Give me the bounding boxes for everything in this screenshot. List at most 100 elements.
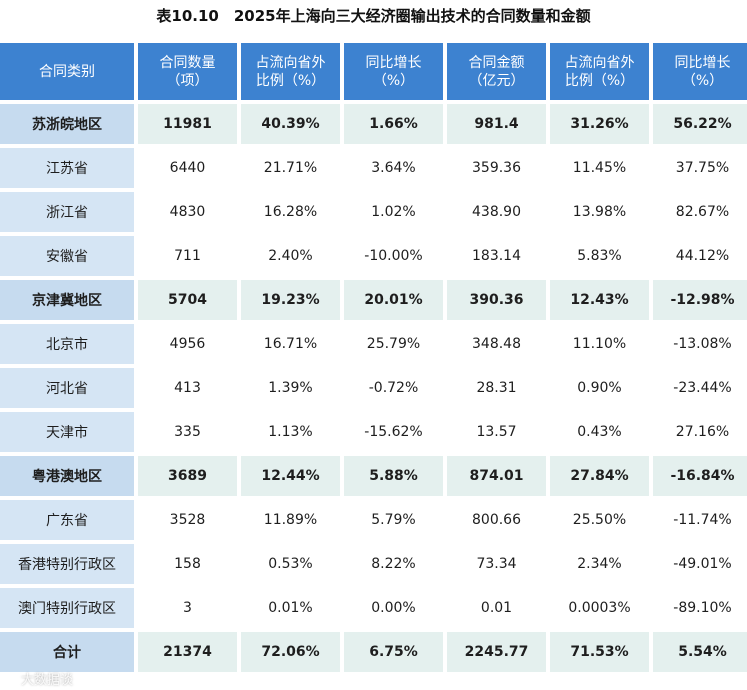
column-header: 同比增长 （%） (653, 43, 747, 100)
table-cell: 3689 (138, 456, 237, 496)
row-category: 澳门特别行政区 (0, 588, 134, 628)
table-cell: 0.01 (447, 588, 546, 628)
table-cell: -15.62% (344, 412, 443, 452)
table-cell: 19.23% (241, 280, 340, 320)
table-cell: 16.71% (241, 324, 340, 364)
table-cell: 183.14 (447, 236, 546, 276)
table-cell: -10.00% (344, 236, 443, 276)
table-cell: 37.75% (653, 148, 747, 188)
table-cell: 711 (138, 236, 237, 276)
table-cell: 2.34% (550, 544, 649, 584)
table-cell: 413 (138, 368, 237, 408)
table-cell: 1.02% (344, 192, 443, 232)
table-cell: 0.43% (550, 412, 649, 452)
row-category: 京津冀地区 (0, 280, 134, 320)
table-cell: 44.12% (653, 236, 747, 276)
watermark-text: 大数据谈 (21, 673, 74, 688)
row-category: 浙江省 (0, 192, 134, 232)
table-cell: 12.43% (550, 280, 649, 320)
column-header: 合同类别 (0, 43, 134, 100)
table-cell: 3 (138, 588, 237, 628)
table-cell: 25.50% (550, 500, 649, 540)
table-cell: 348.48 (447, 324, 546, 364)
table-cell: 0.53% (241, 544, 340, 584)
table-cell: 13.57 (447, 412, 546, 452)
table-cell: 800.66 (447, 500, 546, 540)
table-cell: -16.84% (653, 456, 747, 496)
table-cell: 4830 (138, 192, 237, 232)
watermark: 大数据谈 (4, 669, 73, 688)
row-category: 苏浙皖地区 (0, 104, 134, 144)
contracts-table: 合同类别 合同数量 （项） 占流向省外 比例（%） 同比增长 （%） 合同金额 （亿元）… (0, 43, 747, 672)
table-cell: 0.0003% (550, 588, 649, 628)
table-cell: -0.72% (344, 368, 443, 408)
table-cell: 0.01% (241, 588, 340, 628)
row-category: 天津市 (0, 412, 134, 452)
row-category: 香港特别行政区 (0, 544, 134, 584)
table-cell: -13.08% (653, 324, 747, 364)
table-cell: 13.98% (550, 192, 649, 232)
column-header: 占流向省外 比例（%） (241, 43, 340, 100)
table-cell: 438.90 (447, 192, 546, 232)
table-cell: 25.79% (344, 324, 443, 364)
row-category: 北京市 (0, 324, 134, 364)
table-cell: 11.45% (550, 148, 649, 188)
table-cell: 11.89% (241, 500, 340, 540)
table-cell: -49.01% (653, 544, 747, 584)
row-category: 广东省 (0, 500, 134, 540)
row-category: 合计 (0, 632, 134, 672)
table-title: 表10.10 2025年上海向三大经济圈输出技术的合同数量和金额 (156, 7, 591, 25)
table-cell: 5.79% (344, 500, 443, 540)
table-cell: 981.4 (447, 104, 546, 144)
table-cell: 5.88% (344, 456, 443, 496)
row-category: 江苏省 (0, 148, 134, 188)
table-cell: 11.10% (550, 324, 649, 364)
table-cell: 3.64% (344, 148, 443, 188)
column-header: 占流向省外 比例（%） (550, 43, 649, 100)
table-cell: 2245.77 (447, 632, 546, 672)
table-cell: 71.53% (550, 632, 649, 672)
table-cell: 31.26% (550, 104, 649, 144)
table-cell: 3528 (138, 500, 237, 540)
table-cell: 82.67% (653, 192, 747, 232)
table-cell: 12.44% (241, 456, 340, 496)
table-cell: 5.54% (653, 632, 747, 672)
table-cell: 27.16% (653, 412, 747, 452)
table-cell: -23.44% (653, 368, 747, 408)
column-header: 同比增长 （%） (344, 43, 443, 100)
column-header: 合同金额 （亿元） (447, 43, 546, 100)
table-cell: 73.34 (447, 544, 546, 584)
table-cell: 11981 (138, 104, 237, 144)
row-category: 安徽省 (0, 236, 134, 276)
table-cell: 21.71% (241, 148, 340, 188)
table-cell: 2.40% (241, 236, 340, 276)
table-cell: 390.36 (447, 280, 546, 320)
table-cell: -12.98% (653, 280, 747, 320)
table-cell: 1.13% (241, 412, 340, 452)
table-cell: 359.36 (447, 148, 546, 188)
table-cell: 56.22% (653, 104, 747, 144)
row-category: 河北省 (0, 368, 134, 408)
table-cell: 6.75% (344, 632, 443, 672)
watermark-logo-icon (4, 671, 18, 686)
table-cell: 0.90% (550, 368, 649, 408)
table-cell: 40.39% (241, 104, 340, 144)
table-cell: 0.00% (344, 588, 443, 628)
table-cell: 21374 (138, 632, 237, 672)
table-cell: 5.83% (550, 236, 649, 276)
table-cell: 20.01% (344, 280, 443, 320)
table-cell: -89.10% (653, 588, 747, 628)
table-cell: 158 (138, 544, 237, 584)
table-cell: 16.28% (241, 192, 340, 232)
table-cell: 28.31 (447, 368, 546, 408)
table-cell: 27.84% (550, 456, 649, 496)
table-cell: -11.74% (653, 500, 747, 540)
table-cell: 1.39% (241, 368, 340, 408)
table-cell: 6440 (138, 148, 237, 188)
table-cell: 1.66% (344, 104, 443, 144)
row-category: 粤港澳地区 (0, 456, 134, 496)
table-cell: 8.22% (344, 544, 443, 584)
table-cell: 335 (138, 412, 237, 452)
column-header: 合同数量 （项） (138, 43, 237, 100)
table-cell: 4956 (138, 324, 237, 364)
